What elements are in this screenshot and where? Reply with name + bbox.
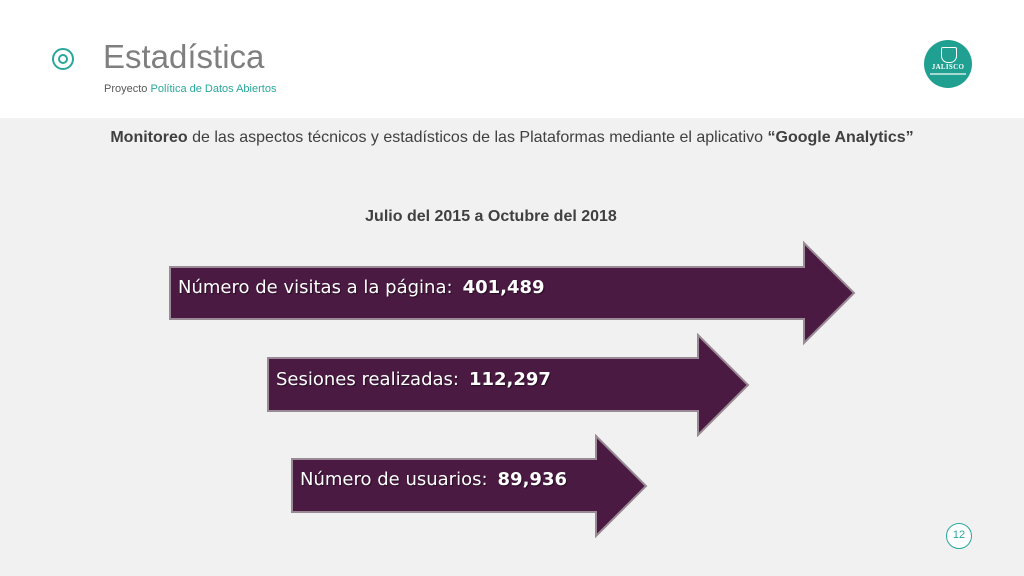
target-circle-icon	[52, 48, 74, 70]
header: Estadística Proyecto Política de Datos A…	[0, 0, 1024, 118]
jalisco-logo: JALISCO	[924, 40, 972, 88]
logo-text: JALISCO	[931, 63, 965, 71]
stat-name: Número de visitas a la página:	[178, 277, 453, 298]
stat-arrow-sessions: Sesiones realizadas: 112,297	[266, 333, 752, 437]
stat-value: 89,936	[497, 469, 567, 490]
page-subtitle: Proyecto Política de Datos Abiertos	[104, 83, 276, 95]
intro-bold-end: “Google Analytics”	[767, 129, 914, 146]
stat-name: Sesiones realizadas:	[276, 369, 459, 390]
stat-label-users: Número de usuarios: 89,936	[300, 469, 567, 490]
arrow-shape	[169, 240, 856, 346]
arrow-shape	[267, 333, 750, 437]
stat-label-visits: Número de visitas a la página: 401,489	[178, 277, 545, 298]
page-number: 12	[946, 523, 972, 549]
stat-value: 401,489	[462, 277, 545, 298]
stat-arrow-users: Número de usuarios: 89,936	[290, 434, 650, 538]
intro-bold-start: Monitoreo	[110, 129, 188, 146]
intro-middle: de las aspectos técnicos y estadísticos …	[187, 129, 768, 146]
arrow-shape	[291, 434, 648, 538]
stat-arrow-visits: Número de visitas a la página: 401,489	[168, 240, 858, 346]
stat-value: 112,297	[468, 369, 551, 390]
logo-underline	[930, 73, 966, 75]
stat-label-sessions: Sesiones realizadas: 112,297	[276, 369, 551, 390]
page-title: Estadística	[103, 38, 265, 75]
period-label: Julio del 2015 a Octubre del 2018	[365, 208, 617, 225]
subtitle-prefix: Proyecto	[104, 83, 148, 95]
intro-text: Monitoreo de las aspectos técnicos y est…	[0, 129, 1024, 147]
subtitle-accent: Política de Datos Abiertos	[150, 83, 277, 95]
crest-icon	[941, 47, 957, 63]
stat-name: Número de usuarios:	[300, 469, 488, 490]
